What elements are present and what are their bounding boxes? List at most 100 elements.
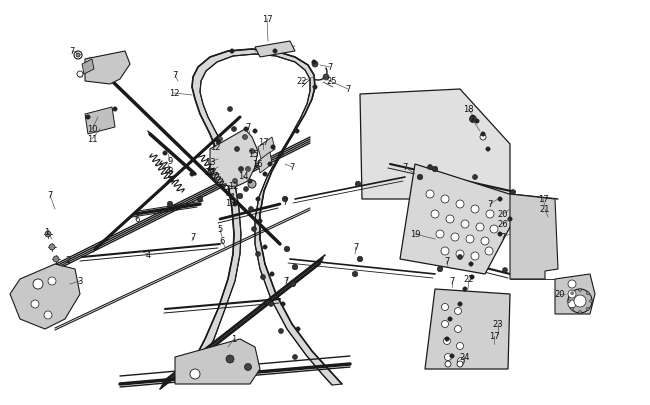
Circle shape	[445, 361, 451, 367]
Circle shape	[456, 250, 464, 258]
Circle shape	[574, 295, 586, 307]
Circle shape	[279, 152, 283, 157]
Circle shape	[441, 304, 448, 311]
Text: 13: 13	[225, 199, 235, 208]
Circle shape	[457, 361, 463, 367]
Text: 17: 17	[257, 138, 268, 147]
Circle shape	[454, 308, 462, 315]
Text: 14: 14	[238, 172, 248, 181]
Circle shape	[244, 128, 248, 132]
Circle shape	[218, 137, 222, 142]
Text: 4: 4	[146, 250, 151, 259]
Text: 7: 7	[282, 198, 288, 207]
Text: 7: 7	[289, 163, 294, 172]
Text: 7: 7	[328, 63, 333, 72]
Text: 20: 20	[498, 210, 508, 219]
Circle shape	[261, 275, 265, 280]
Circle shape	[441, 247, 449, 256]
Circle shape	[278, 329, 283, 334]
Polygon shape	[555, 274, 595, 314]
Text: 7: 7	[488, 200, 493, 209]
Circle shape	[443, 338, 450, 345]
Text: 7: 7	[354, 243, 359, 252]
Circle shape	[197, 197, 203, 202]
Circle shape	[290, 281, 296, 287]
Circle shape	[568, 280, 576, 288]
Circle shape	[162, 151, 167, 156]
Circle shape	[480, 135, 486, 141]
Circle shape	[216, 139, 220, 144]
Circle shape	[250, 149, 255, 154]
Text: 6: 6	[219, 237, 225, 246]
Circle shape	[568, 290, 576, 298]
Circle shape	[239, 167, 244, 172]
Circle shape	[437, 266, 443, 272]
Circle shape	[271, 145, 275, 150]
Circle shape	[235, 147, 239, 152]
Circle shape	[485, 247, 493, 256]
Text: 7: 7	[70, 47, 75, 56]
Polygon shape	[510, 194, 558, 279]
Circle shape	[44, 311, 52, 319]
Circle shape	[113, 108, 117, 112]
Text: 11: 11	[86, 135, 98, 144]
Circle shape	[431, 211, 439, 218]
Polygon shape	[85, 108, 115, 135]
Circle shape	[77, 72, 83, 78]
Text: 3: 3	[77, 277, 83, 286]
Circle shape	[233, 179, 237, 184]
Circle shape	[586, 307, 590, 311]
Text: 7: 7	[500, 233, 506, 242]
Circle shape	[436, 230, 444, 239]
Circle shape	[248, 207, 254, 212]
Polygon shape	[175, 339, 260, 384]
Circle shape	[498, 232, 502, 237]
Circle shape	[445, 354, 452, 360]
Circle shape	[284, 247, 290, 252]
Text: 2: 2	[66, 256, 71, 265]
Text: 8: 8	[167, 167, 173, 176]
Circle shape	[255, 252, 261, 257]
Circle shape	[571, 292, 574, 295]
Polygon shape	[258, 153, 272, 174]
Circle shape	[510, 190, 515, 195]
Circle shape	[86, 115, 90, 120]
Text: 22: 22	[463, 275, 474, 284]
Circle shape	[508, 217, 512, 222]
Circle shape	[76, 54, 80, 58]
Text: 5: 5	[217, 225, 222, 234]
Circle shape	[268, 162, 272, 167]
Circle shape	[226, 355, 234, 363]
Text: 9: 9	[168, 157, 173, 166]
Circle shape	[190, 369, 200, 379]
Circle shape	[78, 74, 82, 78]
Circle shape	[446, 215, 454, 224]
Text: 7: 7	[190, 233, 196, 242]
Circle shape	[458, 302, 462, 307]
Text: 13: 13	[205, 158, 215, 167]
Circle shape	[323, 75, 329, 81]
Circle shape	[352, 271, 358, 277]
Circle shape	[451, 233, 459, 241]
Text: 20: 20	[205, 168, 215, 177]
Polygon shape	[255, 42, 295, 58]
Circle shape	[590, 300, 593, 303]
Circle shape	[458, 358, 465, 364]
Text: 12: 12	[169, 89, 179, 98]
Circle shape	[578, 289, 582, 292]
Polygon shape	[210, 130, 258, 188]
Polygon shape	[82, 60, 94, 75]
Circle shape	[454, 326, 462, 333]
Text: 17: 17	[538, 195, 549, 204]
Text: 19: 19	[410, 230, 421, 239]
Circle shape	[167, 202, 173, 207]
Circle shape	[502, 268, 508, 273]
Text: 7: 7	[47, 191, 53, 200]
Circle shape	[498, 197, 502, 202]
Circle shape	[296, 327, 300, 331]
Polygon shape	[185, 50, 342, 385]
Circle shape	[476, 224, 484, 231]
Text: 7: 7	[402, 163, 408, 172]
Text: 12: 12	[210, 143, 220, 152]
Circle shape	[252, 227, 257, 232]
